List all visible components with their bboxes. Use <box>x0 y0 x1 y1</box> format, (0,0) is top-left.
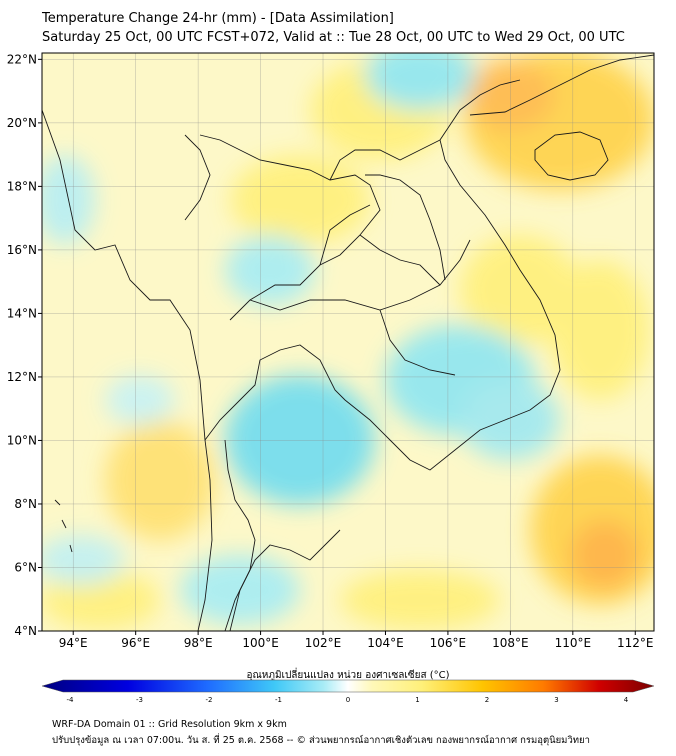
lon-tick-label: 112°E <box>617 636 654 650</box>
coastlines-and-borders <box>42 54 654 631</box>
lon-tick-label: 100°E <box>242 636 279 650</box>
colorbar-tick-label: 4 <box>624 696 629 704</box>
lat-tick-label: 8°N <box>14 497 37 511</box>
colorbar-tick-label: -2 <box>206 696 213 704</box>
temperature-field <box>42 53 654 631</box>
colorbar-tick-label: 2 <box>485 696 489 704</box>
colorbar-tick-label: -4 <box>67 696 75 704</box>
lon-tick-label: 94°E <box>59 636 88 650</box>
colorbar <box>41 679 655 693</box>
lon-tick-label: 108°E <box>492 636 529 650</box>
graticule <box>42 53 654 632</box>
colorbar-tick-label: -1 <box>275 696 282 704</box>
lon-tick-label: 110°E <box>555 636 592 650</box>
latitude-tick-labels: 4°N 6°N 8°N 10°N 12°N 14°N 16°N 18°N 20°N 22°N <box>7 52 42 638</box>
lon-tick-label: 102°E <box>305 636 342 650</box>
lat-tick-label: 18°N <box>7 179 37 193</box>
lon-tick-label: 104°E <box>367 636 404 650</box>
colorbar-tick-label: -3 <box>136 696 143 704</box>
lat-tick-label: 4°N <box>14 624 37 638</box>
colorbar-tick-labels: -4 -3 -2 -1 0 1 2 3 4 <box>67 696 629 704</box>
lat-tick-label: 12°N <box>7 370 37 384</box>
lat-tick-label: 10°N <box>7 433 37 447</box>
map-frame <box>41 52 655 632</box>
longitude-tick-labels: 94°E 96°E 98°E 100°E 102°E 104°E 106°E 108°E 110… <box>59 631 654 650</box>
map-subtitle: Saturday 25 Oct, 00 UTC FCST+072, Valid … <box>42 30 625 45</box>
lon-tick-label: 96°E <box>121 636 150 650</box>
colorbar-tick-label: 0 <box>346 696 350 704</box>
map-title: Temperature Change 24-hr (mm) - [Data As… <box>42 11 394 26</box>
colorbar-tick-label: 3 <box>554 696 558 704</box>
footer-credit: ปรับปรุงข้อมูล ณ เวลา 07:00น. วัน ส. ที่… <box>52 735 590 746</box>
lat-tick-label: 22°N <box>7 52 37 66</box>
lon-tick-label: 106°E <box>430 636 467 650</box>
lat-tick-label: 20°N <box>7 116 37 130</box>
lon-tick-label: 98°E <box>184 636 213 650</box>
lat-tick-label: 6°N <box>14 560 37 574</box>
lat-tick-label: 14°N <box>7 306 37 320</box>
lat-tick-label: 16°N <box>7 243 37 257</box>
footer-resolution: WRF-DA Domain 01 :: Grid Resolution 9km … <box>52 719 287 730</box>
colorbar-tick-label: 1 <box>415 696 419 704</box>
colorbar-label: อุณหภูมิเปลี่ยนแปลง หน่วย องศาเซลเซียส (… <box>246 667 449 681</box>
